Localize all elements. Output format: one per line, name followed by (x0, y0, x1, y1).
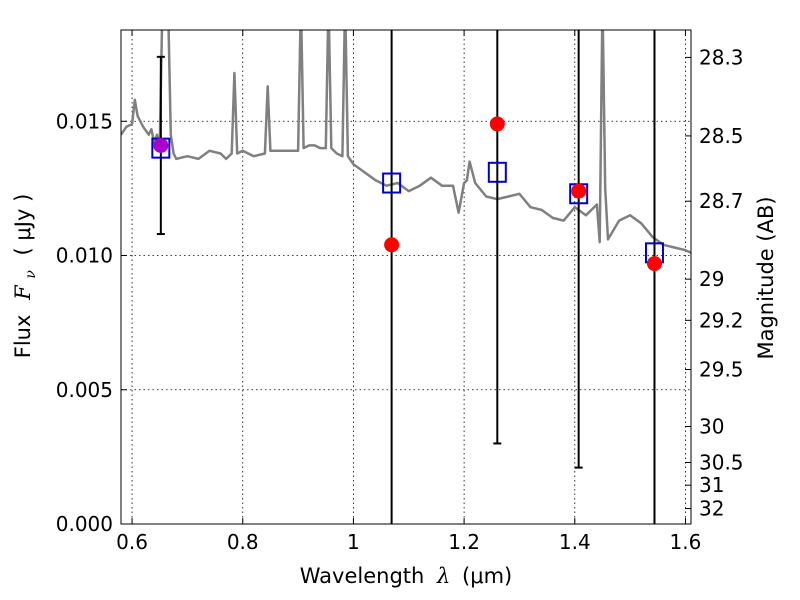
y-axis-label-text: Flux (11, 315, 35, 359)
y-tick-label: 0.015 (56, 109, 113, 133)
y-tick-label: 0.010 (56, 244, 113, 268)
y2-axis-label: Magnitude (AB) (754, 196, 778, 359)
sed-model (121, 30, 691, 254)
x-tick-label: 0.6 (116, 530, 148, 554)
x-tick-label: 1.2 (448, 530, 480, 554)
observed-point (646, 256, 662, 272)
x-axis-label-symbol: λ (436, 564, 450, 588)
y-axis-ticks: 0.000 0.005 0.010 0.015 (56, 109, 127, 536)
y2-tick-label: 31 (699, 473, 724, 497)
y-axis-label-symbol: F (11, 284, 35, 301)
observed-point (384, 237, 400, 253)
y2-tick-label: 29 (699, 267, 724, 291)
grid (121, 30, 691, 525)
x-tick-label: 0.8 (227, 530, 259, 554)
x-tick-label: 1 (347, 530, 360, 554)
x-tick-label: 1.6 (670, 530, 702, 554)
x-axis-label: Wavelength λ (μm) (300, 564, 512, 588)
y2-tick-label: 30.5 (699, 450, 744, 474)
y2-tick-label: 29.5 (699, 357, 744, 381)
y2-tick-label: 28.5 (699, 124, 744, 148)
x-axis-ticks: 0.6 0.8 1 1.2 1.4 1.6 (116, 30, 701, 554)
y2-tick-label: 28.3 (699, 45, 744, 69)
y-tick-label: 0.000 (56, 512, 113, 536)
model-marker (487, 161, 507, 183)
y2-tick-label: 30 (699, 415, 724, 439)
y-axis-label-group: Flux F ν ( μJy ) (11, 194, 40, 359)
y-axis-label-subscript: ν (23, 270, 39, 279)
x-tick-label: 1.4 (559, 530, 591, 554)
observed-point (153, 137, 169, 153)
sed-model-line (121, 30, 691, 254)
observed-markers (153, 116, 662, 272)
y2-tick-label: 29.2 (699, 308, 744, 332)
y-axis-label: Flux F ν ( μJy ) (11, 194, 40, 359)
y-tick-label: 0.005 (56, 378, 113, 402)
y-axis-label-unit: ( μJy ) (11, 194, 35, 256)
error-bars (156, 30, 656, 524)
y2-tick-label: 32 (699, 497, 724, 521)
model-marker (382, 172, 402, 194)
x-axis-label-text: Wavelength (300, 564, 425, 588)
observed-point (571, 183, 587, 199)
y2-axis-label-group: Magnitude (AB) (754, 196, 778, 359)
y2-tick-label: 28.7 (699, 189, 744, 213)
plot-frame (120, 29, 692, 525)
x-axis-label-unit: (μm) (462, 564, 512, 588)
observed-point (489, 116, 505, 132)
